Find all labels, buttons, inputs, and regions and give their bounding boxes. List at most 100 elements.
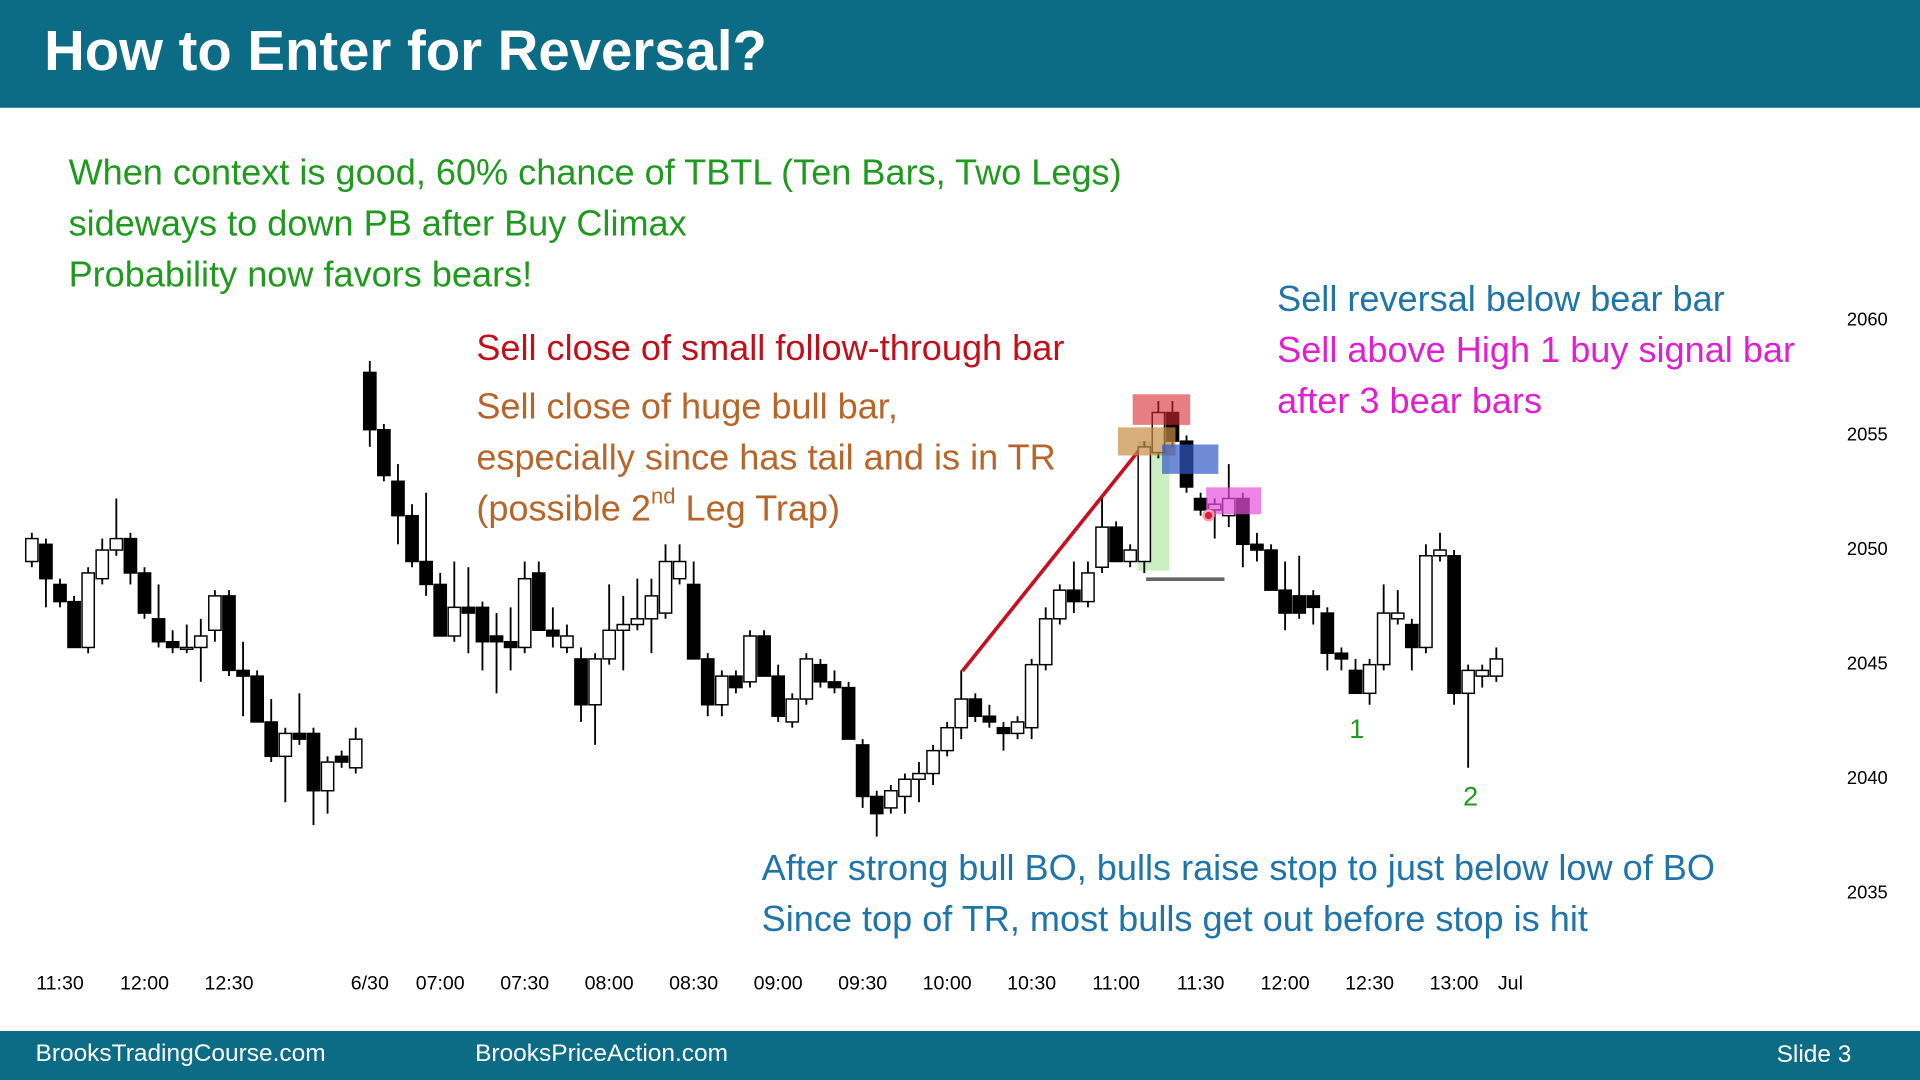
slide-title: How to Enter for Reversal? <box>44 19 767 82</box>
candle-body <box>95 549 110 580</box>
trend-line <box>961 449 1141 673</box>
candle-body <box>193 635 208 649</box>
x-tick-label: 10:30 <box>1007 973 1056 995</box>
candle-body <box>1010 721 1025 735</box>
candle-body <box>898 778 912 798</box>
annotation: Sell close of small follow-through bar <box>476 327 1064 368</box>
candle-body <box>334 755 349 763</box>
candle-body <box>1250 543 1264 551</box>
candle-body <box>320 761 335 792</box>
candle-body <box>405 514 419 563</box>
candle-body <box>489 635 504 643</box>
annotation-superscript: nd <box>651 484 676 509</box>
candle-body <box>151 618 166 643</box>
candle-body <box>123 537 138 574</box>
candle-body <box>1038 618 1053 666</box>
x-tick-label: 13:00 <box>1430 973 1479 995</box>
candle-body <box>855 744 870 798</box>
candle-body <box>250 675 264 723</box>
candle-body <box>968 698 983 717</box>
x-tick-label: 12:30 <box>1345 973 1394 995</box>
candle-body <box>278 732 293 758</box>
y-tick-label: 2055 <box>1847 423 1888 444</box>
x-tick-label: 07:00 <box>416 973 465 995</box>
x-tick-label: Jul <box>1498 973 1523 995</box>
candle-body <box>546 629 560 637</box>
candle-body <box>954 698 969 729</box>
candle-body <box>982 715 997 723</box>
candle-body <box>419 560 433 586</box>
candle-body <box>24 537 39 563</box>
entry-dot <box>1202 509 1215 522</box>
candle-body <box>1419 555 1433 649</box>
candle-body <box>560 635 574 649</box>
x-tick-label: 08:00 <box>585 973 634 995</box>
candle-body <box>616 623 631 632</box>
candle-body <box>264 721 279 758</box>
candle-body <box>1081 572 1095 603</box>
annotation: Sell close of huge bull bar, <box>476 386 898 427</box>
candle-body <box>757 635 771 677</box>
annotation: Since top of TR, most bulls get out befo… <box>762 898 1588 939</box>
y-tick-label: 2040 <box>1847 767 1888 788</box>
candle-body <box>1376 612 1391 666</box>
candle-body <box>644 595 659 620</box>
x-tick-label: 6/30 <box>351 973 389 995</box>
candle-body <box>1278 589 1292 614</box>
candle-body <box>658 560 673 614</box>
candle-body <box>729 675 743 689</box>
candle-body <box>785 698 800 723</box>
candle-body <box>672 560 687 580</box>
candle-body <box>1447 555 1461 695</box>
y-tick-label: 2045 <box>1847 652 1888 673</box>
candle-body <box>1123 549 1138 563</box>
candle-body <box>503 640 518 649</box>
candle-body <box>137 572 152 614</box>
candle-body <box>1024 663 1039 729</box>
candle-body <box>461 606 476 614</box>
candle-body <box>109 537 124 551</box>
candle-body <box>348 738 363 769</box>
candle-body <box>1292 595 1307 614</box>
annotation: Sell above High 1 buy signal bar <box>1277 329 1795 370</box>
annotation: especially since has tail and is in TR <box>476 436 1055 477</box>
candle-body <box>447 606 462 637</box>
footer-middle: BrooksPriceAction.com <box>475 1040 728 1067</box>
candle-body <box>391 480 405 517</box>
annotation: After strong bull BO, bulls raise stop t… <box>762 847 1715 888</box>
footer-right: Slide 3 <box>1777 1041 1852 1068</box>
x-tick-label: 11:30 <box>36 973 84 995</box>
candle-body <box>1320 612 1335 654</box>
annotation: Probability now favors bears! <box>69 253 533 294</box>
candle-body <box>292 732 307 740</box>
x-tick-label: 12:00 <box>1261 973 1310 995</box>
candle-body <box>883 789 898 809</box>
candle-body <box>1461 669 1476 695</box>
candle-body <box>700 658 715 706</box>
candle-body <box>179 646 194 651</box>
candle-body <box>574 658 588 706</box>
annotation: (possible 2nd Leg Trap) <box>476 484 840 528</box>
candle-body <box>1348 669 1363 695</box>
candle-body <box>1489 658 1504 677</box>
annotation: Sell reversal below bear bar <box>1277 278 1725 319</box>
candle-body <box>588 658 602 706</box>
y-tick-label: 2050 <box>1847 538 1888 559</box>
candle-body <box>362 371 377 431</box>
x-tick-label: 09:00 <box>754 973 803 995</box>
x-tick-label: 12:00 <box>120 973 169 995</box>
candle-body <box>1193 497 1208 511</box>
entry-box-magenta <box>1206 487 1262 515</box>
candle-body <box>1390 612 1405 620</box>
candle-body <box>1475 669 1490 677</box>
candle-body <box>377 428 391 477</box>
candle-body <box>475 606 490 643</box>
candle-body <box>714 675 729 706</box>
candle-body <box>1052 589 1067 620</box>
x-tick-label: 10:00 <box>923 973 972 995</box>
leg-label: 2 <box>1463 781 1478 811</box>
x-tick-label: 11:00 <box>1092 973 1140 995</box>
annotation: sideways to down PB after Buy Climax <box>69 202 687 243</box>
candle-body <box>1067 589 1081 603</box>
candle-body <box>827 681 842 689</box>
